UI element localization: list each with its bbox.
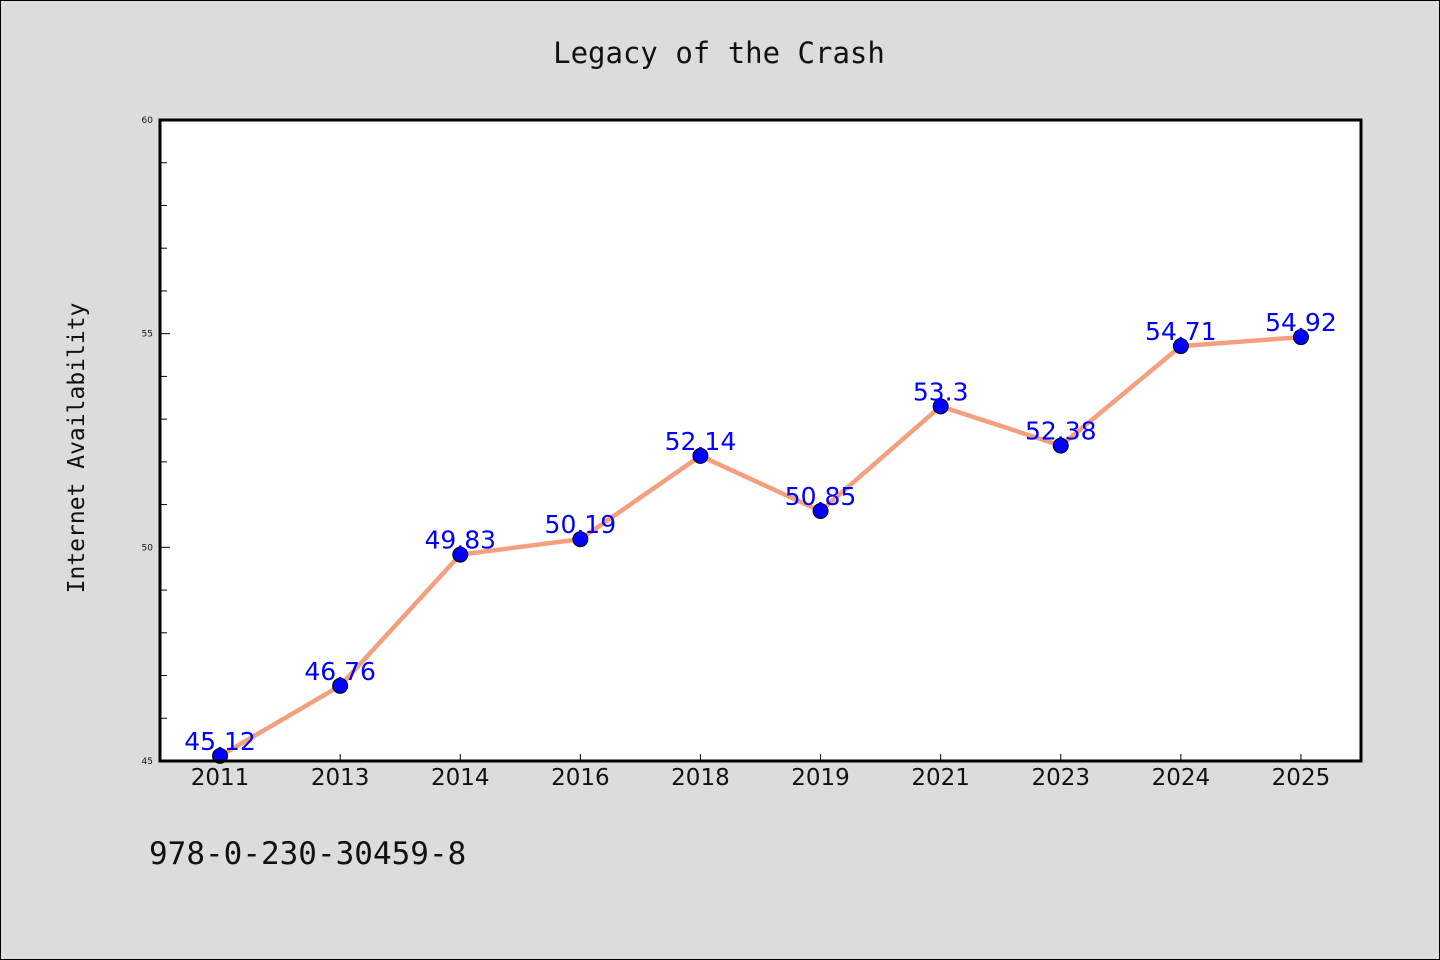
footer-code: 978-0-230-30459-8 — [149, 836, 466, 872]
data-label: 46.76 — [304, 657, 376, 686]
plot-frame — [158, 118, 1363, 763]
data-point — [332, 677, 349, 694]
data-label: 50.19 — [545, 510, 617, 539]
data-label: 54.92 — [1265, 308, 1337, 337]
data-label: 52.14 — [665, 427, 737, 456]
x-tick-label: 2021 — [911, 765, 970, 791]
data-label: 52.38 — [1025, 417, 1097, 446]
data-point — [932, 398, 949, 415]
series-line-path — [217, 334, 1304, 759]
x-tick-label: 2016 — [551, 765, 610, 791]
x-tick-label: 2014 — [431, 765, 490, 791]
y-tick-label: 50 — [142, 543, 154, 553]
series-line — [217, 334, 1304, 759]
data-label: 50.85 — [785, 482, 857, 511]
data-label: 45.12 — [184, 727, 256, 756]
x-tick-label: 2025 — [1272, 765, 1331, 791]
chart-title: Legacy of the Crash — [553, 36, 885, 70]
data-point — [1172, 338, 1189, 355]
data-point — [452, 546, 469, 563]
y-tick-label: 55 — [142, 330, 153, 340]
x-tick-label: 2018 — [671, 765, 730, 791]
data-point — [692, 447, 709, 464]
x-tick-label: 2019 — [791, 765, 850, 791]
data-label: 49.83 — [424, 526, 496, 555]
plot-area — [160, 120, 1361, 761]
y-axis-label: Internet Availability — [64, 303, 90, 594]
x-tick-label: 2011 — [191, 765, 250, 791]
data-labels: 45.12 46.76 49.83 50.19 52.14 50.85 53.3 52.38 5… — [184, 308, 1336, 756]
y-tick-label: 60 — [142, 116, 154, 126]
data-point — [812, 503, 829, 520]
data-label: 53.3 — [913, 377, 969, 406]
x-tick-label: 2013 — [311, 765, 370, 791]
data-point — [1292, 329, 1309, 346]
series-markers — [212, 329, 1309, 764]
x-tick-label: 2023 — [1031, 765, 1090, 791]
data-label: 54.71 — [1145, 317, 1217, 346]
x-tick-label: 2024 — [1152, 765, 1211, 791]
y-tick-label: 45 — [142, 757, 153, 767]
data-point — [1052, 437, 1069, 454]
data-point — [572, 531, 589, 548]
x-axis: 2011 2013 2014 2016 2018 2019 2021 2023 2024 2025 — [191, 754, 1330, 791]
